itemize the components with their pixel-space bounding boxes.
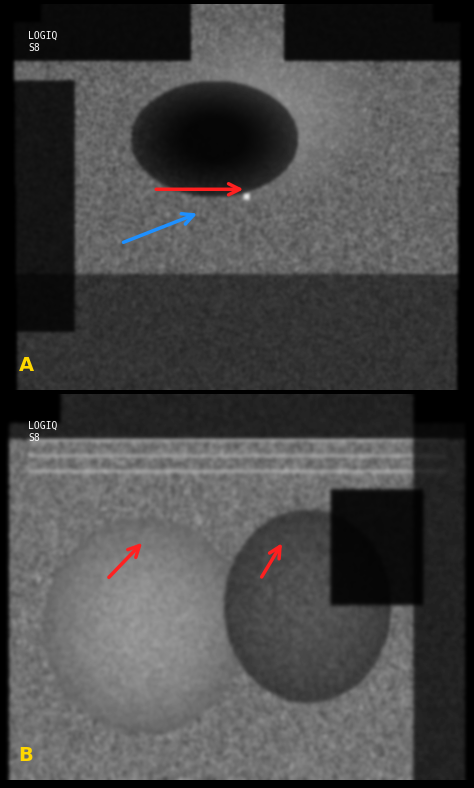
Text: A: A xyxy=(18,355,34,374)
Text: B: B xyxy=(18,745,34,764)
Text: LOGIQ
S8: LOGIQ S8 xyxy=(28,421,57,443)
Text: LOGIQ
S8: LOGIQ S8 xyxy=(28,31,57,53)
